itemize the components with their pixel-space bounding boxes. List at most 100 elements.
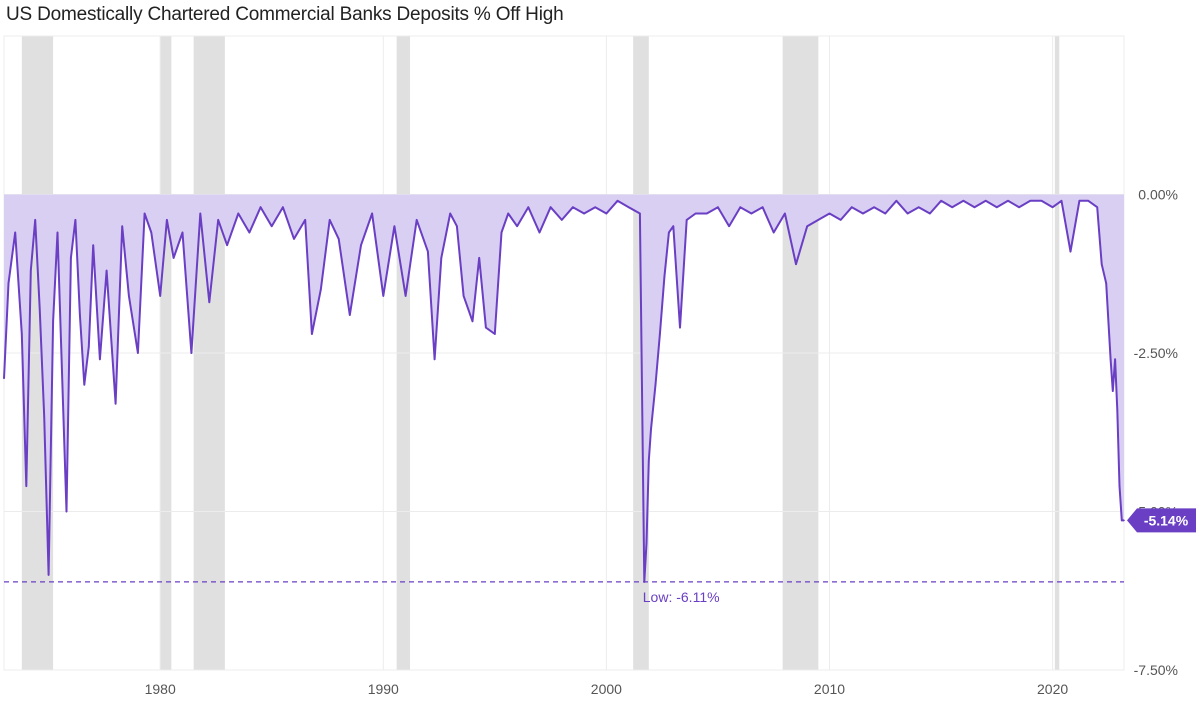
data-point-66 [507,212,510,215]
data-point-10 [52,320,54,323]
data-point-135 [1120,519,1123,522]
data-point-77 [627,206,630,208]
data-point-70 [549,206,552,208]
data-point-30 [172,257,175,259]
data-point-78 [639,212,641,215]
data-point-53 [404,295,407,297]
data-point-76 [616,200,619,202]
y-tick-label: 0.00% [1138,187,1178,203]
data-point-132 [1114,358,1116,361]
reference-line-label: Low: -6.11% [643,589,720,605]
y-axis-ticks: 0.00%-2.50%-5.00%-7.50% [1134,187,1178,679]
data-point-14 [70,257,72,259]
y-tick-label: -7.50% [1134,662,1178,678]
data-point-54 [415,219,418,221]
data-point-96 [761,206,764,208]
x-tick-label: 1990 [368,681,399,697]
data-point-86 [668,231,670,234]
data-point-129 [1105,282,1107,285]
data-point-41 [282,206,284,208]
data-point-107 [884,212,887,215]
data-point-105 [862,212,864,215]
data-point-130 [1109,358,1112,361]
data-point-0 [3,377,5,380]
data-area [3,194,1125,583]
data-point-109 [906,212,909,215]
data-point-131 [1112,390,1114,392]
data-point-93 [728,225,730,227]
data-point-75 [605,212,608,215]
data-point-24 [128,295,130,297]
data-point-50 [371,212,373,215]
data-point-38 [248,231,251,234]
x-tick-label: 2000 [591,681,622,697]
data-point-36 [226,244,228,247]
data-point-110 [917,206,920,208]
data-point-60 [462,295,465,297]
data-point-119 [1018,206,1020,208]
data-point-44 [311,333,313,335]
data-point-126 [1087,200,1090,202]
data-point-84 [659,333,661,335]
data-point-56 [433,358,436,361]
data-point-40 [270,225,273,227]
series-line [3,199,1124,583]
data-point-72 [572,206,574,208]
data-point-99 [795,263,797,266]
data-point-9 [47,574,50,576]
data-point-90 [694,212,697,215]
data-point-27 [150,231,153,234]
data-point-63 [485,326,487,329]
data-point-97 [772,231,775,234]
data-point-125 [1078,200,1081,202]
data-point-15 [74,219,77,221]
data-point-62 [478,257,481,259]
data-point-25 [137,352,139,354]
data-point-48 [349,314,351,316]
data-point-82 [650,428,652,430]
data-point-113 [951,206,954,208]
data-point-49 [360,244,362,247]
data-point-118 [1007,200,1009,202]
data-point-100 [806,225,808,227]
data-point-57 [440,257,443,259]
data-point-33 [199,212,202,215]
data-point-121 [1040,200,1043,202]
data-point-55 [427,250,429,253]
data-point-8 [43,415,45,418]
data-point-45 [320,288,322,291]
data-point-69 [538,231,541,234]
data-point-115 [973,206,976,208]
data-point-101 [817,219,820,221]
x-axis-ticks: 1980 1990 2000 2010 2020 [145,681,1069,697]
data-point-85 [663,276,666,278]
data-point-58 [449,212,452,215]
data-point-111 [929,212,931,215]
data-point-106 [873,206,875,208]
data-point-28 [159,295,161,297]
data-point-134 [1118,485,1121,487]
data-point-43 [304,219,306,221]
data-point-52 [393,225,396,227]
data-point-26 [143,212,146,215]
data-point-34 [208,301,211,304]
series-area-fill [4,194,1124,582]
data-point-47 [337,238,340,240]
chart-title: US Domestically Chartered Commercial Ban… [6,4,564,25]
data-point-74 [594,206,597,208]
gridlines [3,35,1125,671]
data-point-65 [500,231,503,234]
data-point-5 [29,269,32,272]
last-value-marker: -5.14% [1127,508,1196,533]
data-point-37 [237,212,240,215]
data-point-87 [672,225,675,227]
data-point-32 [190,352,193,354]
data-point-122 [1051,206,1054,208]
x-tick-label: 2020 [1037,681,1068,697]
data-point-103 [839,219,842,221]
data-point-73 [583,212,585,215]
data-point-59 [456,225,458,227]
data-point-67 [516,225,518,227]
data-point-3 [21,333,23,335]
